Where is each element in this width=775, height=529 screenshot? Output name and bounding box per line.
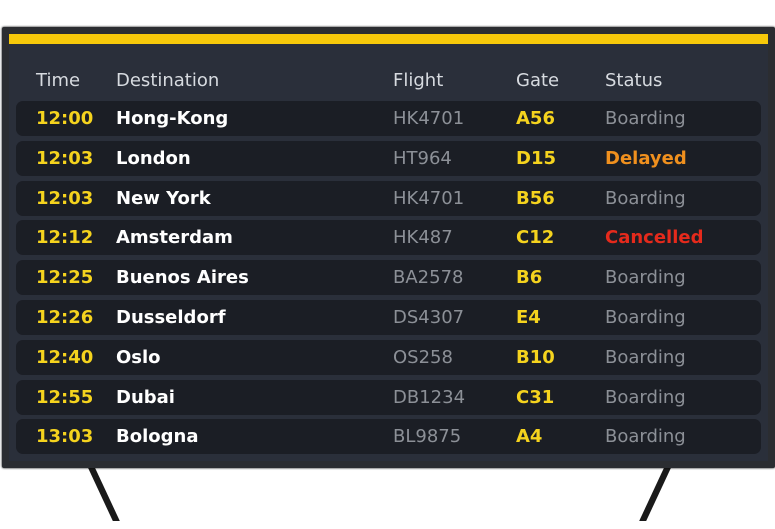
cell-gate: A56 [516, 108, 555, 129]
table-row: 12:03 London HT964 D15 Delayed [16, 140, 761, 176]
cell-destination: Dusseldorf [116, 307, 226, 328]
cell-time: 12:03 [36, 147, 94, 169]
cell-flight: HK487 [393, 227, 453, 249]
cell-destination: Oslo [116, 346, 161, 368]
table-row: 12:55 Dubai DB1234 C31 Boarding [16, 379, 761, 415]
cell-gate: D15 [516, 147, 556, 169]
cell-gate: C31 [516, 386, 555, 408]
cell-time: 12:12 [36, 227, 94, 249]
header-time: Time [36, 70, 81, 91]
tv-stand-right [639, 466, 672, 521]
cell-time: 12:25 [36, 267, 94, 289]
cell-time: 12:55 [36, 386, 94, 408]
cell-status: Boarding [605, 187, 686, 209]
header-gate: Gate [516, 70, 560, 91]
table-row: 13:03 Bologna BL9875 A4 Boarding [16, 419, 761, 455]
cell-status: Boarding [605, 267, 686, 289]
cell-status: Boarding [605, 307, 686, 328]
cell-destination: Amsterdam [116, 227, 233, 249]
table-row: 12:25 Buenos Aires BA2578 B6 Boarding [16, 260, 761, 296]
cell-gate: A4 [516, 426, 543, 448]
cell-time: 12:26 [36, 307, 94, 328]
cell-time: 12:03 [36, 187, 94, 209]
cell-flight: DB1234 [393, 386, 466, 408]
cell-time: 12:00 [36, 108, 94, 129]
header-destination: Destination [116, 70, 220, 91]
cell-flight: DS4307 [393, 307, 465, 328]
cell-flight: BA2578 [393, 267, 464, 289]
table-row: 12:40 Oslo OS258 B10 Boarding [16, 339, 761, 375]
cell-destination: New York [116, 187, 211, 209]
cell-status: Delayed [605, 147, 687, 169]
cell-status: Cancelled [605, 227, 704, 249]
cell-gate: B10 [516, 346, 555, 368]
cell-time: 12:40 [36, 346, 94, 368]
cell-destination: London [116, 147, 191, 169]
cell-gate: B56 [516, 187, 555, 209]
cell-status: Boarding [605, 346, 686, 368]
accent-bar [9, 34, 768, 44]
cell-destination: Bologna [116, 426, 199, 448]
cell-gate: E4 [516, 307, 541, 328]
cell-gate: B6 [516, 267, 543, 289]
table-row: 12:00 Hong-Kong HK4701 A56 Boarding [16, 101, 761, 136]
cell-flight: HK4701 [393, 187, 465, 209]
cell-flight: HK4701 [393, 108, 465, 129]
table-row: 12:26 Dusseldorf DS4307 E4 Boarding [16, 300, 761, 335]
cell-status: Boarding [605, 386, 686, 408]
cell-time: 13:03 [36, 426, 94, 448]
cell-flight: BL9875 [393, 426, 462, 448]
header-flight: Flight [393, 70, 444, 91]
cell-status: Boarding [605, 426, 686, 448]
table-row: 12:12 Amsterdam HK487 C12 Cancelled [16, 220, 761, 256]
cell-destination: Dubai [116, 386, 175, 408]
cell-destination: Hong-Kong [116, 108, 229, 129]
cell-flight: OS258 [393, 346, 453, 368]
header-status: Status [605, 70, 663, 91]
cell-gate: C12 [516, 227, 555, 249]
cell-flight: HT964 [393, 147, 452, 169]
cell-destination: Buenos Aires [116, 267, 249, 289]
table-row: 12:03 New York HK4701 B56 Boarding [16, 180, 761, 216]
tv-stand-left [87, 466, 120, 521]
tv-frame: Time Destination Flight Gate Status 12:0… [2, 27, 775, 468]
table-header: Time Destination Flight Gate Status [9, 70, 768, 94]
departures-board: Time Destination Flight Gate Status 12:0… [9, 34, 768, 461]
cell-status: Boarding [605, 108, 686, 129]
